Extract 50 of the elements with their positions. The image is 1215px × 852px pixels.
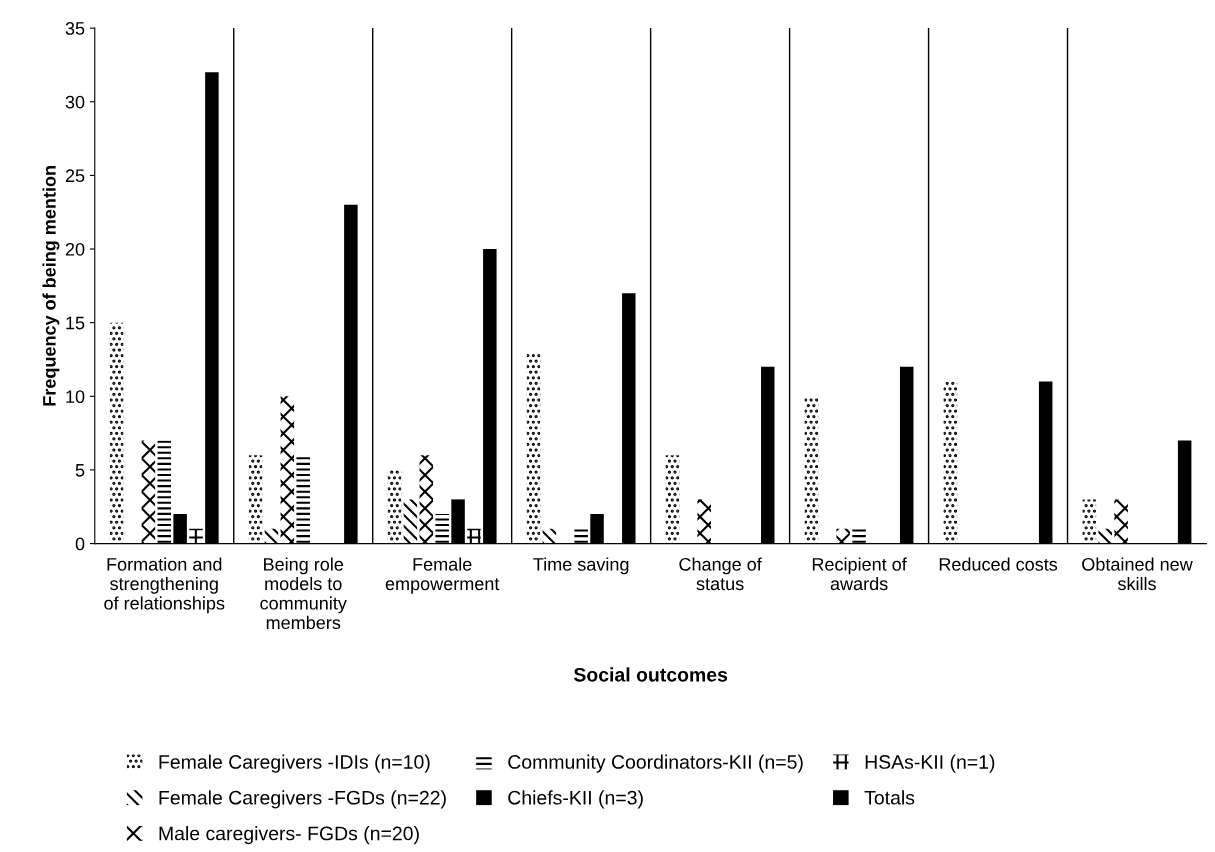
y-tick-label: 10 [66,390,85,404]
y-tick-label: 5 [75,464,85,477]
y-tick-label: 15 [66,316,85,330]
x-tick-label: Formation and strengthening of relationships [104,557,225,614]
bar [419,455,434,544]
bar [435,514,449,544]
legend-label: Female Caregivers -FGDs (n=22) [159,790,446,809]
bar [852,528,866,544]
bar [1082,499,1097,544]
bar [189,528,203,544]
x-tick-label: Reduced costs [939,557,1058,571]
x-tick-label: Obtained new skills [1082,557,1193,591]
bar [296,455,310,544]
bar [542,528,557,544]
y-tick-label: 0 [75,537,85,551]
legend-label: Community Coordinators-KII (n=5) [508,754,803,773]
bar [804,396,819,544]
y-tick-label: 25 [65,169,85,183]
legend-label: Chiefs-KII (n=3) [508,790,643,809]
legend-label: Male caregivers- FGDs (n=20) [159,826,419,845]
y-axis-title: Frequency of being mention [42,166,60,406]
bar [665,455,680,544]
x-axis-title: Social outcomes [573,667,728,682]
bar [943,381,958,544]
y-tick-label: 20 [65,242,85,256]
bar [1098,528,1112,544]
y-tick-label: 30 [65,95,85,109]
bar [157,440,171,544]
legend-label: HSAs-KII (n=1) [865,754,995,773]
x-tick-label: Change of status [679,557,762,591]
bar [403,499,418,544]
bar [836,528,850,544]
bar [280,396,295,544]
legend-label: Female Caregivers -IDIs (n=10) [159,754,430,773]
x-tick-label: Female empowerment [385,557,500,594]
bar [387,469,402,544]
bar [1114,499,1128,544]
bar [248,455,263,544]
bar [264,528,279,544]
x-tick-label: Recipient of awards [812,557,907,591]
bar [141,440,156,544]
y-tick-label: 35 [65,22,85,35]
bar [574,528,588,544]
x-tick-label: Time saving [533,557,629,575]
bar [697,499,711,544]
bar [526,352,541,544]
bar [467,528,481,544]
bar [109,322,124,544]
legend-label: Totals [864,790,915,805]
x-tick-label: Being role models to community members [260,557,347,630]
